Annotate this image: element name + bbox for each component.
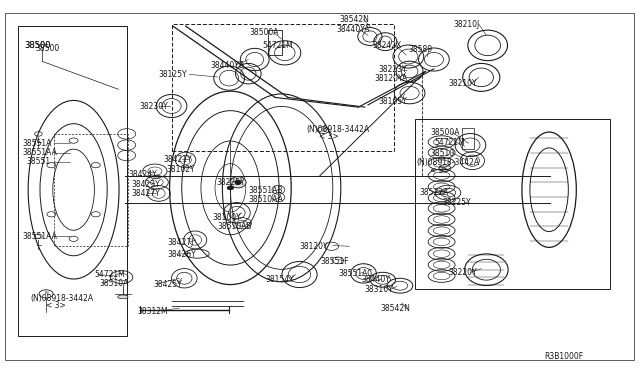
Text: 38551AA: 38551AA xyxy=(22,232,57,241)
Bar xyxy=(18,26,127,336)
Text: 38427Y: 38427Y xyxy=(131,189,160,198)
Text: 38551A: 38551A xyxy=(22,139,52,148)
Text: 38551AB: 38551AB xyxy=(248,186,283,195)
Text: 38440YA: 38440YA xyxy=(336,25,369,34)
Text: 38223Y: 38223Y xyxy=(379,65,408,74)
Text: 38427J: 38427J xyxy=(168,238,194,247)
Text: 38424Y: 38424Y xyxy=(128,170,157,179)
Text: 54721M: 54721M xyxy=(262,41,293,50)
Text: 38100Y: 38100Y xyxy=(212,213,241,222)
Text: 38210J: 38210J xyxy=(453,20,479,29)
Text: 38551AA: 38551AA xyxy=(22,148,57,157)
Text: 38500: 38500 xyxy=(24,41,51,50)
Ellipse shape xyxy=(235,180,241,185)
Ellipse shape xyxy=(227,186,234,190)
Text: 38510AB: 38510AB xyxy=(218,222,252,231)
Text: 38120YA: 38120YA xyxy=(374,74,408,83)
Text: 38125Y: 38125Y xyxy=(159,70,188,79)
Text: 38425Y: 38425Y xyxy=(154,280,182,289)
Text: 54721M: 54721M xyxy=(434,138,465,147)
Text: 38589: 38589 xyxy=(408,45,433,54)
Text: 38210Y: 38210Y xyxy=(448,79,477,88)
Text: 38225Y: 38225Y xyxy=(216,178,245,187)
Text: 38421Y: 38421Y xyxy=(163,155,192,164)
Text: N: N xyxy=(321,128,325,133)
Text: 38426Y: 38426Y xyxy=(168,250,196,259)
Text: N: N xyxy=(44,291,48,296)
Ellipse shape xyxy=(230,177,246,188)
Text: 38225Y: 38225Y xyxy=(443,198,472,207)
Bar xyxy=(462,128,474,149)
Bar xyxy=(268,30,282,55)
Text: 38500A: 38500A xyxy=(430,128,460,137)
Text: < 3>: < 3> xyxy=(319,132,339,141)
Text: (N)08918-3442A: (N)08918-3442A xyxy=(416,158,479,167)
Text: 38500: 38500 xyxy=(24,41,51,50)
Text: 38440YB: 38440YB xyxy=(210,61,244,70)
Text: 38510AA: 38510AA xyxy=(248,195,283,204)
Text: 38423Y: 38423Y xyxy=(131,180,160,189)
Text: 38120Y: 38120Y xyxy=(300,242,328,251)
Text: < 3>: < 3> xyxy=(430,166,450,175)
Text: 38522A: 38522A xyxy=(419,188,449,197)
Text: 54721M: 54721M xyxy=(95,270,125,279)
Text: 38312M: 38312M xyxy=(138,307,168,316)
Text: 38165Y: 38165Y xyxy=(379,97,408,106)
Text: 38551F: 38551F xyxy=(320,257,349,266)
Text: 38242X: 38242X xyxy=(372,41,402,50)
Text: N: N xyxy=(443,166,447,171)
Text: (N)08918-3442A: (N)08918-3442A xyxy=(31,294,94,303)
Text: 38510: 38510 xyxy=(430,149,454,158)
Text: 38102Y: 38102Y xyxy=(166,165,195,174)
Text: 38551AC: 38551AC xyxy=(338,269,372,278)
Text: 38542N: 38542N xyxy=(339,15,369,24)
Text: 38220Y: 38220Y xyxy=(448,268,477,277)
Text: 38542N: 38542N xyxy=(381,304,411,313)
Text: 38500: 38500 xyxy=(35,44,60,53)
Text: 38440Y: 38440Y xyxy=(362,275,390,284)
Text: 38510A: 38510A xyxy=(99,279,129,288)
Text: 38551: 38551 xyxy=(27,157,51,166)
Text: R3B1000F: R3B1000F xyxy=(544,352,583,361)
Bar xyxy=(415,119,610,289)
Text: (N)08918-3442A: (N)08918-3442A xyxy=(306,125,369,134)
Text: 38316Y: 38316Y xyxy=(365,285,394,294)
Text: 38154Y: 38154Y xyxy=(266,275,294,283)
Bar xyxy=(172,24,394,151)
Text: 38500A: 38500A xyxy=(250,28,279,37)
Text: < 3>: < 3> xyxy=(46,301,66,310)
Text: 38230Y: 38230Y xyxy=(140,102,168,110)
Ellipse shape xyxy=(118,295,128,299)
